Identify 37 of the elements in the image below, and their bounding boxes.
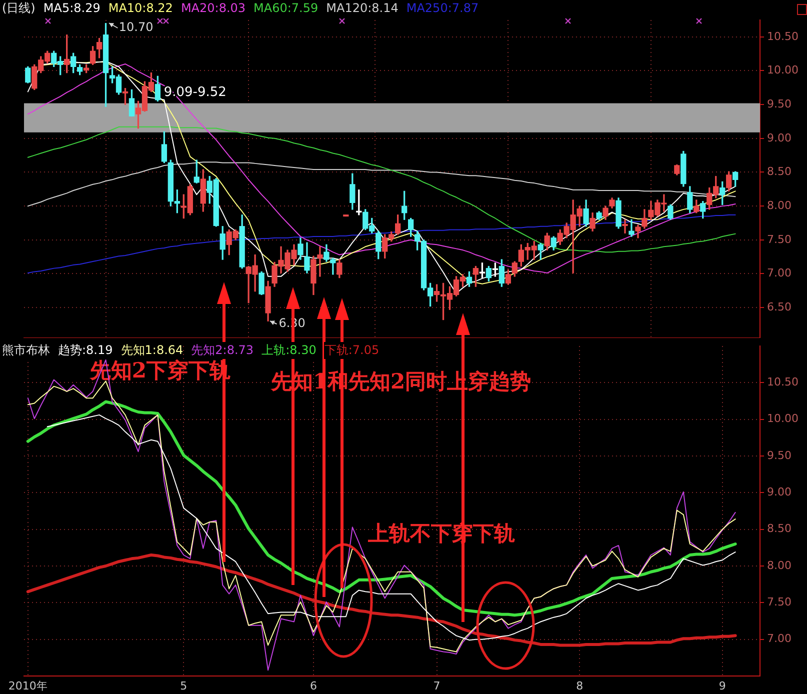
y-tick-label: 9.50 bbox=[767, 448, 792, 462]
text: 趋势:8.19 bbox=[58, 342, 113, 358]
x-tick-label: 6 bbox=[310, 679, 317, 692]
text: 下轨:7.05 bbox=[324, 342, 380, 358]
y-tick-label: 6.50 bbox=[767, 300, 792, 314]
y-tick-label: 7.00 bbox=[767, 266, 792, 280]
annotation: 10.70 bbox=[118, 20, 154, 34]
text: 先知2:8.73 bbox=[191, 342, 254, 358]
y-tick-label: 10.50 bbox=[767, 30, 798, 43]
chart-title: (日线) bbox=[2, 0, 36, 16]
y-tick-label: 7.50 bbox=[767, 232, 792, 246]
y-tick-label: 10.00 bbox=[767, 64, 798, 77]
text: MA20:8.03 bbox=[180, 1, 246, 15]
y-tick-label: 10.00 bbox=[767, 412, 798, 426]
y-tick-label: 8.50 bbox=[767, 522, 792, 536]
text: 上轨:8.30 bbox=[262, 342, 316, 358]
y-tick-label: 8.00 bbox=[767, 198, 792, 212]
text: MA5:8.29 bbox=[43, 1, 100, 15]
text: MA250:7.87 bbox=[406, 1, 479, 15]
y-tick-label: 10.50 bbox=[767, 376, 798, 389]
chart-title: 熊市布林 bbox=[2, 342, 50, 358]
y-tick-label: 7.00 bbox=[767, 632, 792, 646]
y-tick-label: 7.50 bbox=[767, 596, 792, 609]
y-tick-label: 8.00 bbox=[767, 558, 792, 572]
y-tick-label: 8.50 bbox=[767, 165, 792, 178]
x-tick-label: 2010年 bbox=[8, 679, 48, 692]
x-tick-label: 8 bbox=[576, 679, 584, 692]
text: MA120:8.14 bbox=[326, 1, 398, 15]
x-tick-label: 7 bbox=[433, 679, 440, 692]
x-tick-label: 9 bbox=[718, 679, 726, 692]
y-tick-label: 9.00 bbox=[767, 131, 792, 144]
x-tick-label: 5 bbox=[180, 679, 188, 692]
y-tick-label: 9.50 bbox=[767, 97, 792, 110]
text: 先知1:8.64 bbox=[120, 342, 184, 358]
y-tick-label: 9.00 bbox=[767, 486, 792, 499]
text: MA60:7.59 bbox=[254, 1, 318, 15]
text: MA10:8.22 bbox=[108, 1, 173, 15]
